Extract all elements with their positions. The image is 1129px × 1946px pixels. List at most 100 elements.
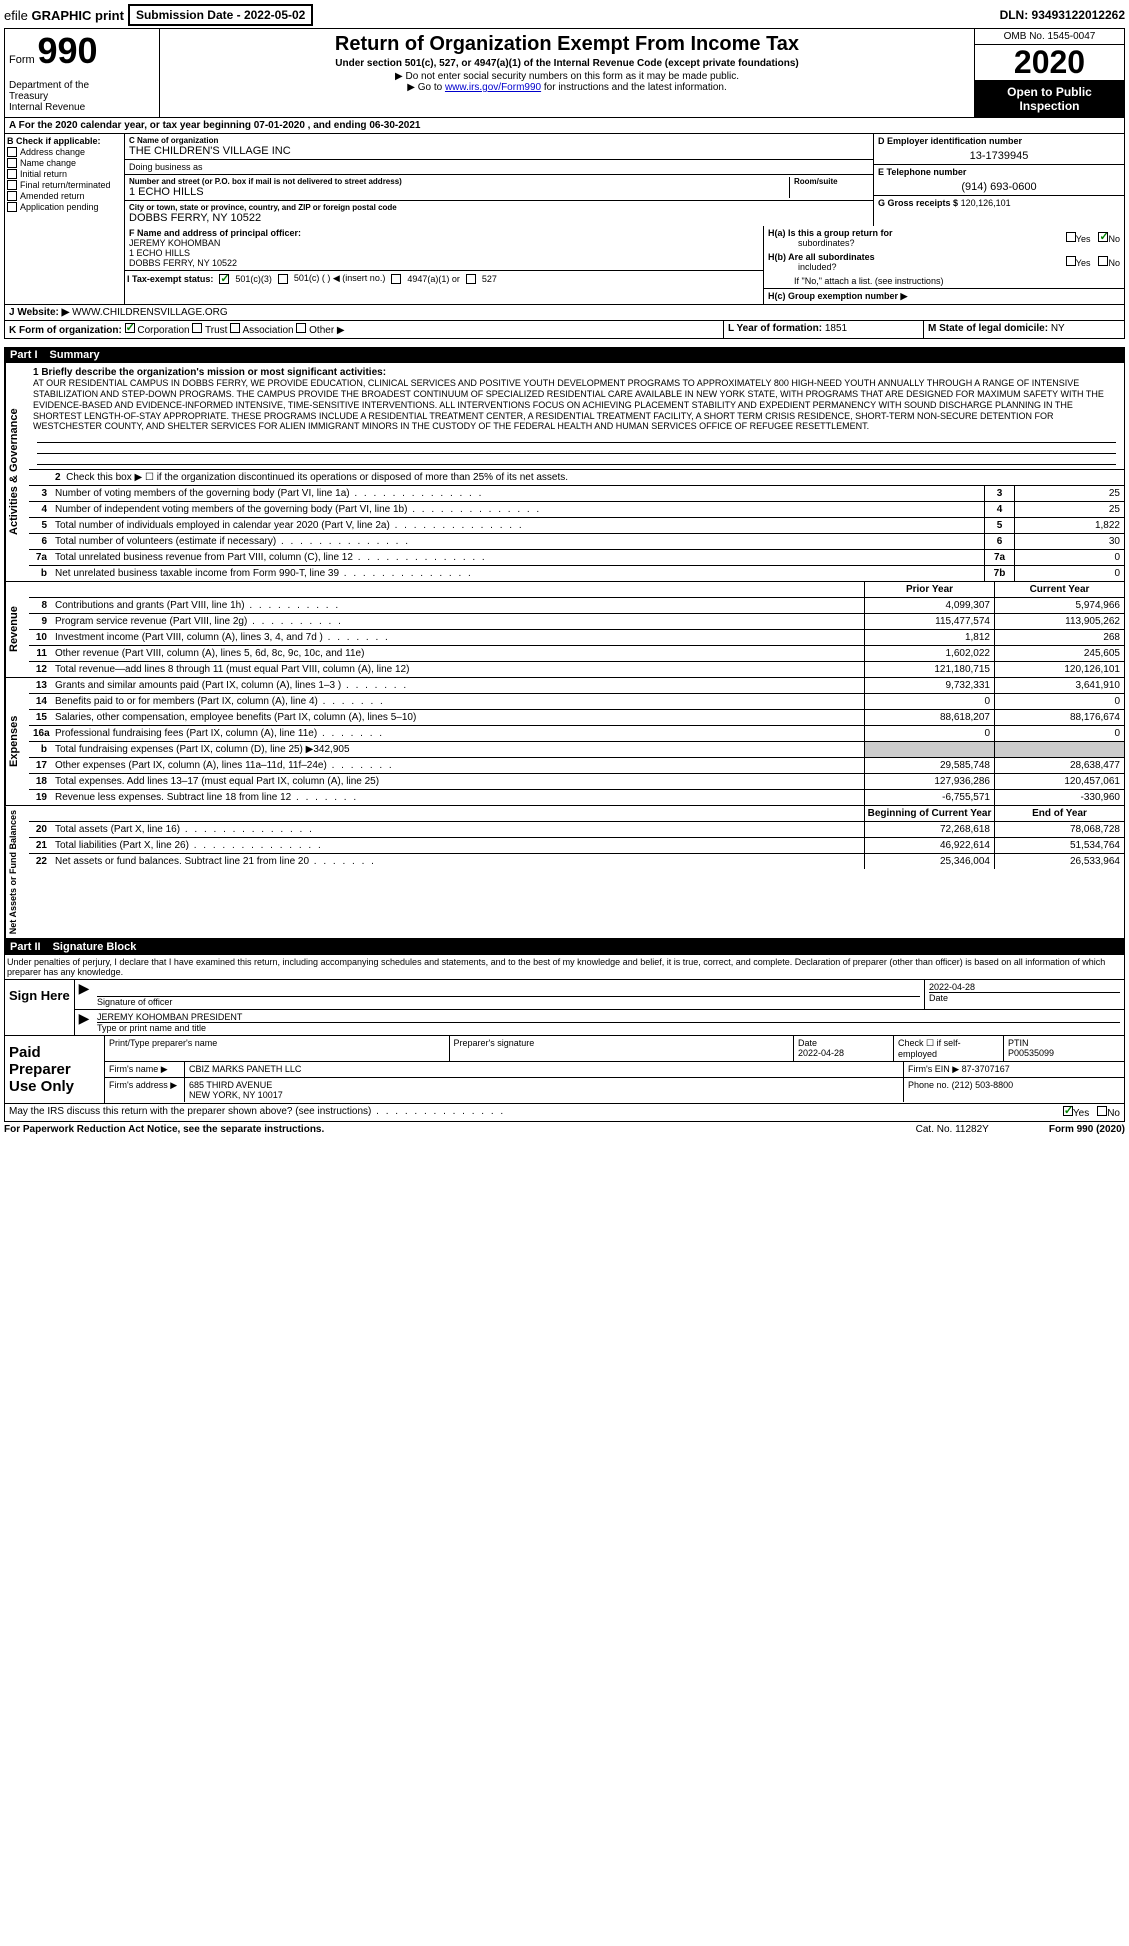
l19-row: 19Revenue less expenses. Subtract line 1…	[29, 790, 1124, 805]
efile-prefix: efile	[4, 8, 28, 23]
l20-py: 72,268,618	[864, 822, 994, 837]
f-addr2: DOBBS FERRY, NY 10522	[129, 258, 759, 268]
l5-row: 5Total number of individuals employed in…	[29, 518, 1124, 534]
subtitle-2: ▶ Do not enter social security numbers o…	[164, 71, 970, 82]
discuss-no-label: No	[1107, 1108, 1120, 1119]
sig-officer-label: Signature of officer	[97, 996, 920, 1007]
header-center: Return of Organization Exempt From Incom…	[160, 29, 974, 117]
4947-checkbox[interactable]	[391, 274, 401, 284]
l9-desc: Program service revenue (Part VIII, line…	[51, 614, 864, 629]
firm-name-value: CBIZ MARKS PANETH LLC	[185, 1062, 904, 1077]
street-cell: Number and street (or P.O. box if mail i…	[125, 175, 873, 201]
527-checkbox[interactable]	[466, 274, 476, 284]
assoc-checkbox[interactable]	[230, 323, 240, 333]
addr-change-checkbox[interactable]	[7, 147, 17, 157]
name-change-checkbox[interactable]	[7, 158, 17, 168]
final-checkbox[interactable]	[7, 180, 17, 190]
l21-cy: 51,534,764	[994, 838, 1124, 853]
form-number: 990	[37, 30, 97, 71]
part1-title: Summary	[50, 349, 100, 361]
l18-py: 127,936,286	[864, 774, 994, 789]
4947-label: 4947(a)(1) or	[407, 274, 460, 284]
m-label: M State of legal domicile:	[928, 323, 1048, 334]
dba-label: Doing business as	[129, 162, 869, 172]
trust-checkbox[interactable]	[192, 323, 202, 333]
prep-row3: Firm's address ▶ 685 THIRD AVENUENEW YOR…	[105, 1078, 1124, 1102]
ein-value: 13-1739945	[878, 150, 1120, 162]
l21-row: 21Total liabilities (Part X, line 26)46,…	[29, 838, 1124, 854]
ptin-cell: PTINP00535099	[1004, 1036, 1124, 1061]
discuss-no-checkbox[interactable]	[1097, 1106, 1107, 1116]
firm-ein-cell: Firm's EIN ▶ 87-3707167	[904, 1062, 1124, 1077]
column-h: H(a) Is this a group return for subordin…	[764, 226, 1124, 304]
l18-desc: Total expenses. Add lines 13–17 (must eq…	[51, 774, 864, 789]
sign-here-label: Sign Here	[5, 980, 75, 1035]
l7a-row: 7aTotal unrelated business revenue from …	[29, 550, 1124, 566]
other-checkbox[interactable]	[296, 323, 306, 333]
initial-checkbox[interactable]	[7, 169, 17, 179]
l17-row: 17Other expenses (Part IX, column (A), l…	[29, 758, 1124, 774]
mission-block: 1 Briefly describe the organization's mi…	[29, 363, 1124, 470]
sig-officer-row: ▶ Signature of officer 2022-04-28Date	[75, 980, 1124, 1010]
k-cell: K Form of organization: Corporation Trus…	[5, 321, 724, 338]
amended-checkbox[interactable]	[7, 191, 17, 201]
501c3-checkbox[interactable]	[219, 274, 229, 284]
prep-date-cell: Date2022-04-28	[794, 1036, 894, 1061]
app-pending-checkbox[interactable]	[7, 202, 17, 212]
l7b-row: bNet unrelated business taxable income f…	[29, 566, 1124, 581]
dept-line3: Internal Revenue	[9, 102, 155, 113]
501c-checkbox[interactable]	[278, 274, 288, 284]
footer: For Paperwork Reduction Act Notice, see …	[4, 1122, 1125, 1137]
ein-cell: D Employer identification number 13-1739…	[874, 134, 1124, 165]
irs-link[interactable]: www.irs.gov/Form990	[445, 82, 541, 93]
org-name-label: C Name of organization	[129, 136, 869, 145]
cat-number: Cat. No. 11282Y	[916, 1124, 989, 1135]
column-c: C Name of organization THE CHILDREN'S VI…	[125, 134, 874, 226]
l19-cy: -330,960	[994, 790, 1124, 805]
f-label: F Name and address of principal officer:	[129, 228, 759, 238]
hc-label: H(c) Group exemption number ▶	[768, 291, 907, 302]
discuss-yes-label: Yes	[1073, 1108, 1089, 1119]
l16a-row: 16aProfessional fundraising fees (Part I…	[29, 726, 1124, 742]
hb-yes-checkbox[interactable]	[1066, 256, 1076, 266]
street-label: Number and street (or P.O. box if mail i…	[129, 177, 789, 186]
dept-line2: Treasury	[9, 91, 155, 102]
row-j: J Website: ▶ WWW.CHILDRENSVILLAGE.ORG	[4, 305, 1125, 321]
rev-col-hdr: Prior YearCurrent Year	[29, 582, 1124, 598]
trust-label: Trust	[205, 325, 227, 336]
m-value: NY	[1051, 323, 1065, 334]
mission-text: AT OUR RESIDENTIAL CAMPUS IN DOBBS FERRY…	[33, 378, 1120, 432]
row-a-tax-year: A For the 2020 calendar year, or tax yea…	[4, 118, 1125, 134]
tax-year: 2020	[975, 45, 1124, 81]
527-label: 527	[482, 274, 497, 284]
l4-val: 25	[1014, 502, 1124, 517]
hc-row: H(c) Group exemption number ▶	[764, 288, 1124, 304]
l3-desc: Number of voting members of the governin…	[51, 486, 984, 501]
firm-ein-value: 87-3707167	[962, 1064, 1010, 1074]
firm-addr2: NEW YORK, NY 10017	[189, 1090, 283, 1100]
firm-addr-label: Firm's address ▶	[105, 1078, 185, 1102]
l9-py: 115,477,574	[864, 614, 994, 629]
ha-no-checkbox[interactable]	[1098, 232, 1108, 242]
part2-label: Part II	[10, 941, 41, 953]
l2-row: 2 Check this box ▶ ☐ if the organization…	[29, 470, 1124, 486]
501c3-label: 501(c)(3)	[235, 274, 272, 284]
gross-label: G Gross receipts $	[878, 198, 958, 208]
hb-no-label: No	[1108, 258, 1120, 268]
part2-title: Signature Block	[53, 941, 137, 953]
sig-date-value: 2022-04-28	[929, 982, 1120, 992]
l5-val: 1,822	[1014, 518, 1124, 533]
discuss-yes-checkbox[interactable]	[1063, 1106, 1073, 1116]
l5-desc: Total number of individuals employed in …	[51, 518, 984, 533]
phone-label: E Telephone number	[878, 167, 966, 177]
prep-date-label: Date	[798, 1038, 817, 1048]
l12-py: 121,180,715	[864, 662, 994, 677]
l8-desc: Contributions and grants (Part VIII, lin…	[51, 598, 864, 613]
column-b: B Check if applicable: Address change Na…	[5, 134, 125, 226]
city-label: City or town, state or province, country…	[129, 203, 869, 212]
ha-yes-checkbox[interactable]	[1066, 232, 1076, 242]
open-line1: Open to Public	[977, 85, 1122, 99]
form-footer: Form 990 (2020)	[1049, 1124, 1125, 1135]
hb-no-checkbox[interactable]	[1098, 256, 1108, 266]
corp-checkbox[interactable]	[125, 323, 135, 333]
